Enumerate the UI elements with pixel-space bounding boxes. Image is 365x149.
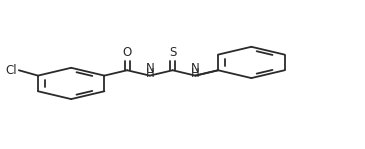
Text: Cl: Cl	[5, 64, 17, 77]
Text: S: S	[169, 46, 176, 59]
Text: H: H	[146, 67, 154, 80]
Text: O: O	[123, 46, 132, 59]
Text: N: N	[146, 62, 154, 75]
Text: H: H	[191, 67, 200, 80]
Text: N: N	[191, 62, 200, 75]
